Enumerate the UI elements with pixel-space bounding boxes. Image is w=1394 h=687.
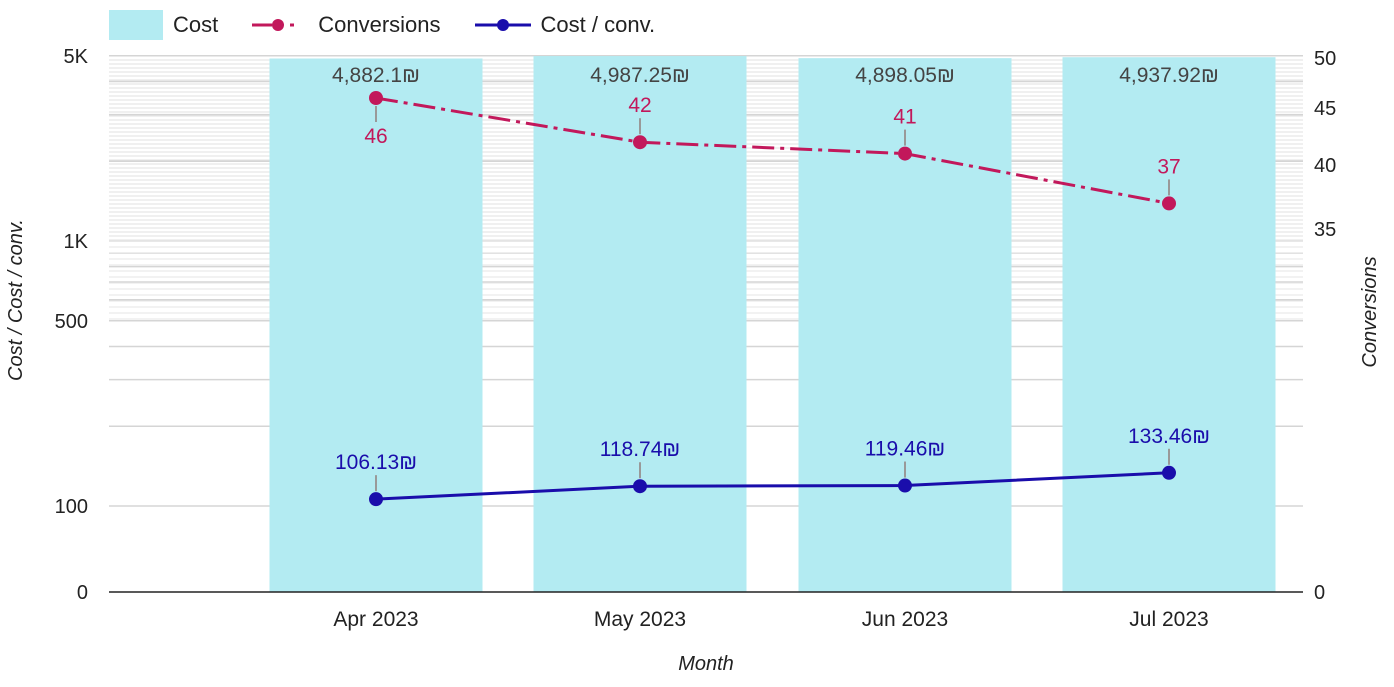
cost-per-conv-point [898,479,912,493]
conversions-data-label: 42 [628,94,651,117]
conversions-data-label: 41 [893,106,916,129]
cost-bar [1063,57,1276,592]
left-axis-tick-label: 5K [64,46,89,68]
cost-per-conv-data-label: 133.46₪ [1128,425,1210,448]
cost-bar-label: 4,987.25₪ [590,64,690,87]
x-axis-tick-label: Jul 2023 [1129,608,1208,631]
left-axis-tick-label: 1K [64,231,89,253]
x-axis-title: Month [678,653,734,675]
conversions-point [369,91,383,105]
right-axis-tick-label: 45 [1314,98,1336,120]
x-axis-tick-label: May 2023 [594,608,686,631]
cost-per-conv-point [633,479,647,493]
cost-per-conv-data-label: 106.13₪ [335,451,417,474]
x-axis-tick-label: Apr 2023 [333,608,418,631]
cost-bar-label: 4,882.1₪ [332,64,420,87]
left-axis-tick-label: 0 [77,582,88,604]
cost-per-conv-data-label: 119.46₪ [865,438,946,461]
right-axis-tick-label: 40 [1314,155,1336,177]
cost-bar-label: 4,937.92₪ [1119,64,1219,87]
right-axis-tick-label: 50 [1314,48,1336,70]
cost-per-conv-point [369,492,383,506]
conversions-data-label: 37 [1157,155,1180,178]
conversions-point [633,135,647,149]
cost-per-conv-point [1162,466,1176,480]
left-axis-tick-label: 100 [55,496,88,518]
right-axis-title: Conversions [1359,256,1381,367]
right-axis-tick-label: 35 [1314,219,1336,241]
right-axis-tick-label: 0 [1314,582,1325,604]
conversions-data-label: 46 [364,125,387,148]
cost-per-conv-line [376,473,1169,499]
cost-per-conv-data-label: 118.74₪ [600,438,681,461]
conversions-point [1162,196,1176,210]
left-axis-title: Cost / Cost / conv. [5,219,27,381]
x-axis-tick-label: Jun 2023 [862,608,948,631]
cost-bar-label: 4,898.05₪ [855,64,955,87]
conversions-point [898,147,912,161]
left-axis-tick-label: 500 [55,311,88,333]
